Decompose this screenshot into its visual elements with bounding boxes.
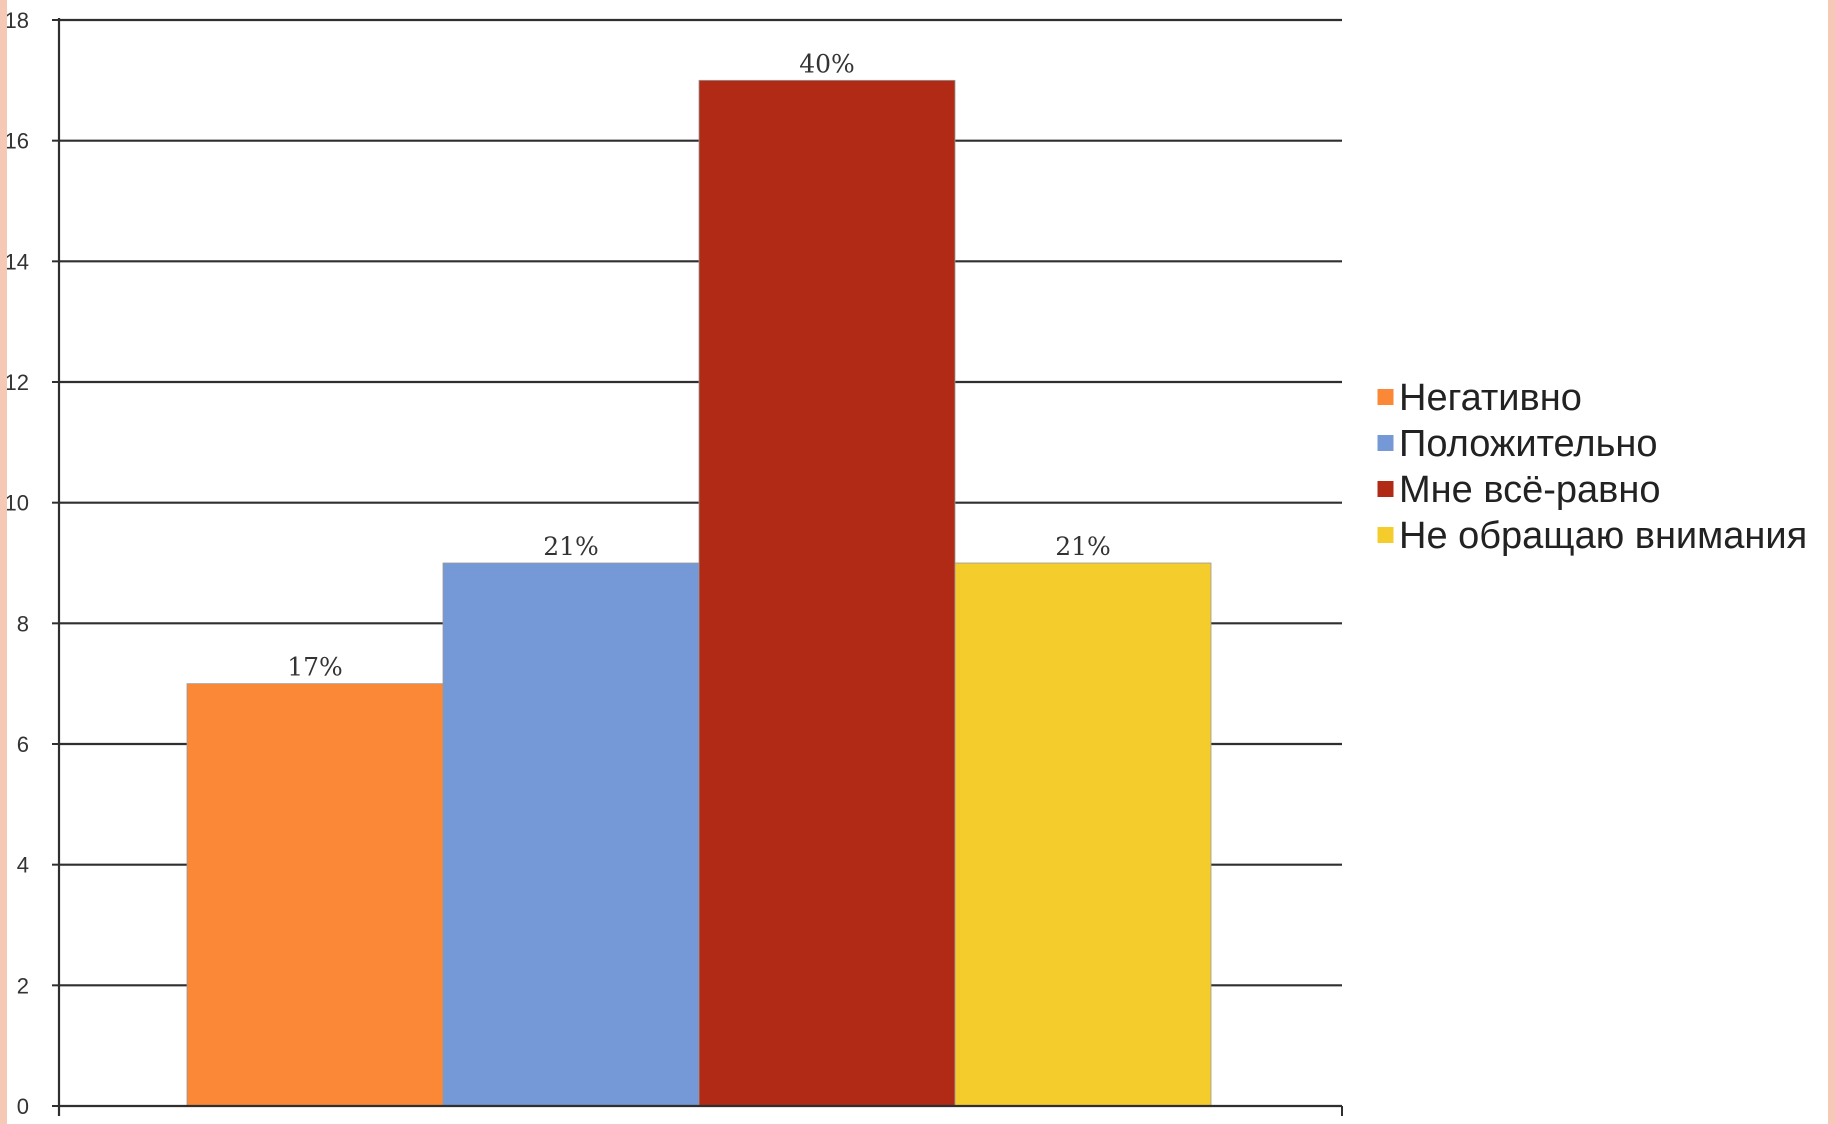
- legend-swatch: [1376, 526, 1395, 544]
- legend-item-label: Положительно: [1399, 423, 1658, 465]
- y-tick-label: 16: [7, 129, 29, 154]
- y-axis-ticks: 0 2 4 6 8 10 12 14 16 18: [7, 8, 59, 1119]
- y-tick-label: 8: [17, 611, 29, 636]
- bar-data-label: 21%: [543, 532, 599, 561]
- bar-chart: 0 2 4 6 8 10 12 14 16 18 17% 21% 40% 21% НегативноПо…: [7, 8, 1807, 1119]
- bar-1: [186, 683, 444, 1107]
- data-labels: 17% 21% 40% 21%: [287, 49, 1111, 681]
- y-tick-label: 0: [17, 1094, 29, 1119]
- bar-data-label: 21%: [1055, 532, 1111, 561]
- bar-4: [954, 562, 1212, 1107]
- bar-3: [698, 79, 956, 1107]
- y-tick-label: 14: [7, 249, 29, 274]
- y-tick-label: 2: [17, 973, 29, 998]
- bar-data-label: 40%: [799, 49, 855, 78]
- legend-item-label: Мне всё-равно: [1399, 469, 1660, 511]
- axes: [57, 18, 1343, 1116]
- legend-swatch: [1376, 388, 1395, 406]
- y-tick-label: 10: [7, 491, 29, 516]
- bar-2: [442, 562, 700, 1107]
- y-tick-label: 6: [17, 732, 29, 757]
- legend-item-label: Не обращаю внимания: [1399, 515, 1807, 557]
- bar-data-label: 17%: [287, 653, 343, 682]
- legend-swatch: [1376, 434, 1395, 452]
- y-tick-label: 4: [17, 853, 29, 878]
- y-tick-label: 12: [7, 370, 29, 395]
- bars: [186, 79, 1212, 1107]
- legend-item-label: Негативно: [1399, 377, 1582, 419]
- legend-swatch: [1376, 480, 1395, 498]
- y-tick-label: 18: [7, 8, 29, 33]
